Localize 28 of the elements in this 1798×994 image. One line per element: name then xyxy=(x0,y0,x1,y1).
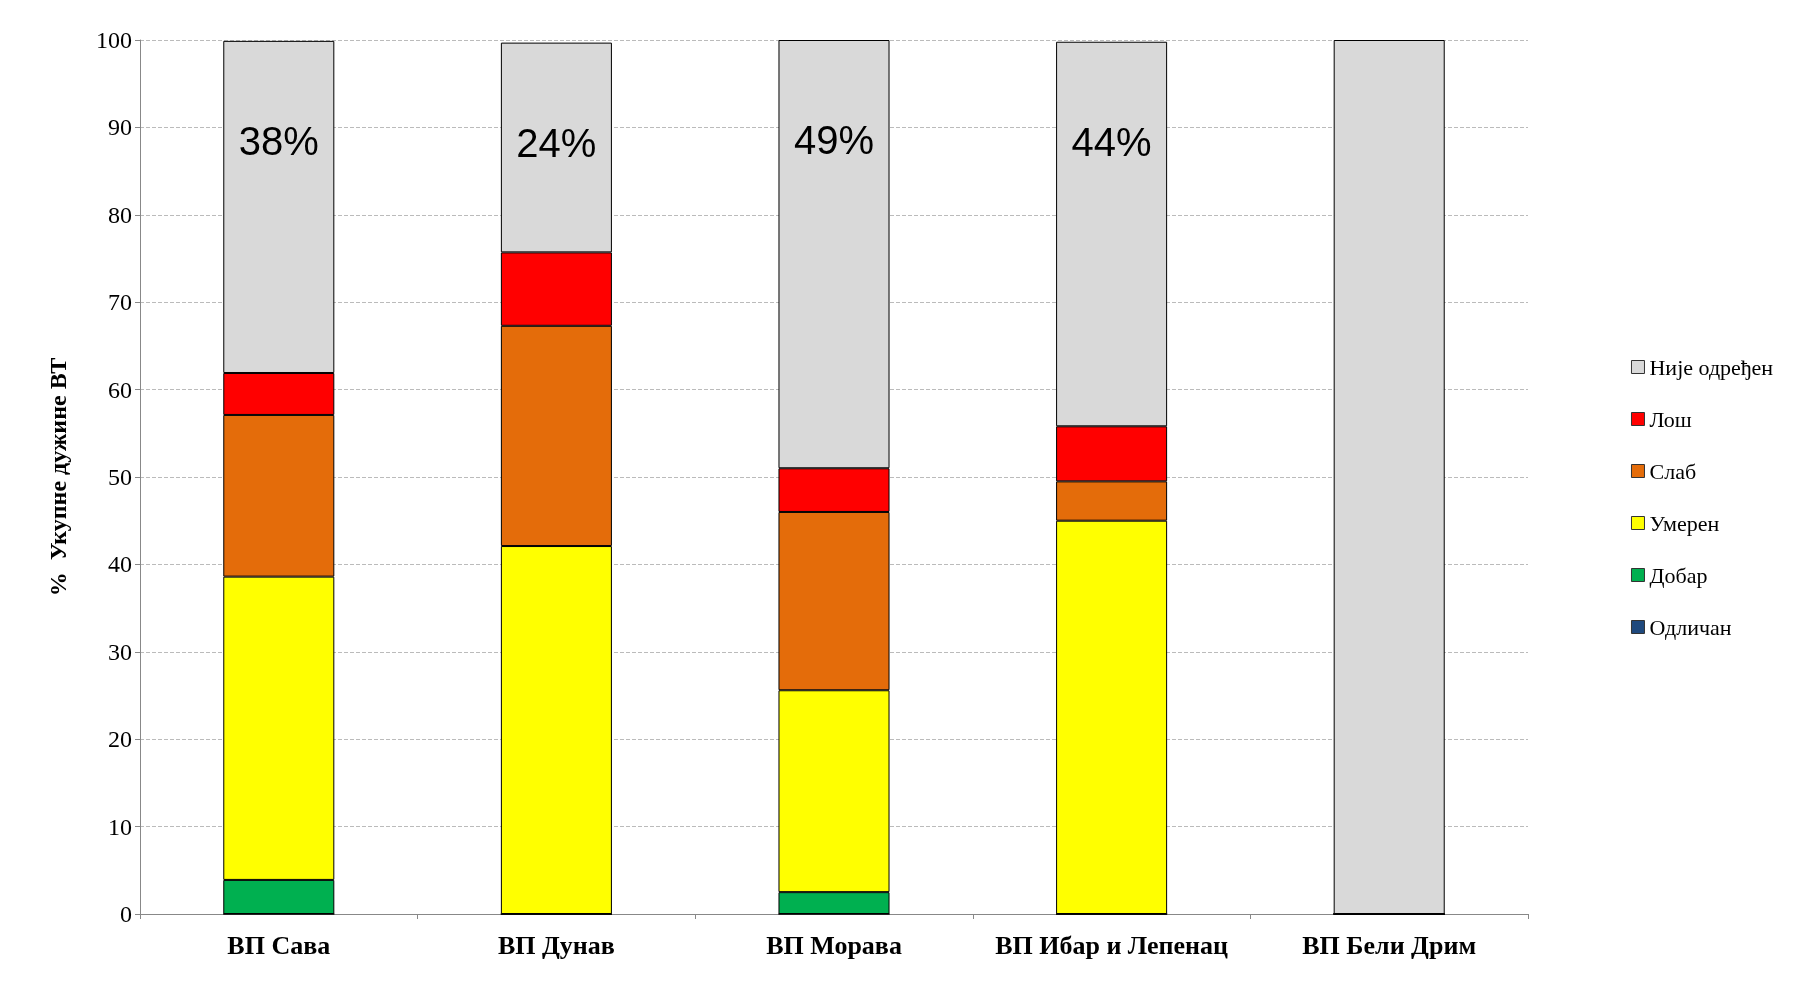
x-tick-label: ВП Бели Дрим xyxy=(1302,930,1477,960)
x-tick-label: ВП Ибар и Лепенац xyxy=(995,930,1229,960)
data-label: 24% xyxy=(516,120,597,165)
data-label: 38% xyxy=(238,118,319,163)
y-tick-label: 10 xyxy=(108,813,132,840)
x-tick-label: ВП Морава xyxy=(766,930,902,960)
legend-label: Лош xyxy=(1649,406,1692,432)
y-tick-label: 90 xyxy=(108,114,132,141)
y-axis-title: % Укупне дужине ВТ xyxy=(45,357,71,597)
legend-label: Одличан xyxy=(1649,614,1732,640)
y-tick-label: 70 xyxy=(108,289,132,316)
y-tick-label: 100 xyxy=(96,27,132,53)
y-tick-label: 30 xyxy=(108,638,132,665)
x-tick-label: ВП Дунав xyxy=(497,930,615,960)
y-tick-label: 40 xyxy=(108,551,132,578)
legend-label: Није одређен xyxy=(1649,354,1774,380)
legend-label: Слаб xyxy=(1649,458,1697,484)
bar xyxy=(1333,40,1445,914)
y-tick-label: 60 xyxy=(108,376,132,403)
y-tick-label: 80 xyxy=(108,201,132,228)
y-tick-label: 0 xyxy=(120,901,132,927)
x-tick-label: ВП Сава xyxy=(227,930,331,960)
legend-label: Добар xyxy=(1649,562,1708,588)
y-tick-label: 20 xyxy=(108,726,132,753)
data-label: 44% xyxy=(1071,119,1152,164)
legend-label: Умерен xyxy=(1649,510,1720,536)
y-tick-label: 50 xyxy=(108,464,132,490)
data-label: 49% xyxy=(793,118,875,162)
